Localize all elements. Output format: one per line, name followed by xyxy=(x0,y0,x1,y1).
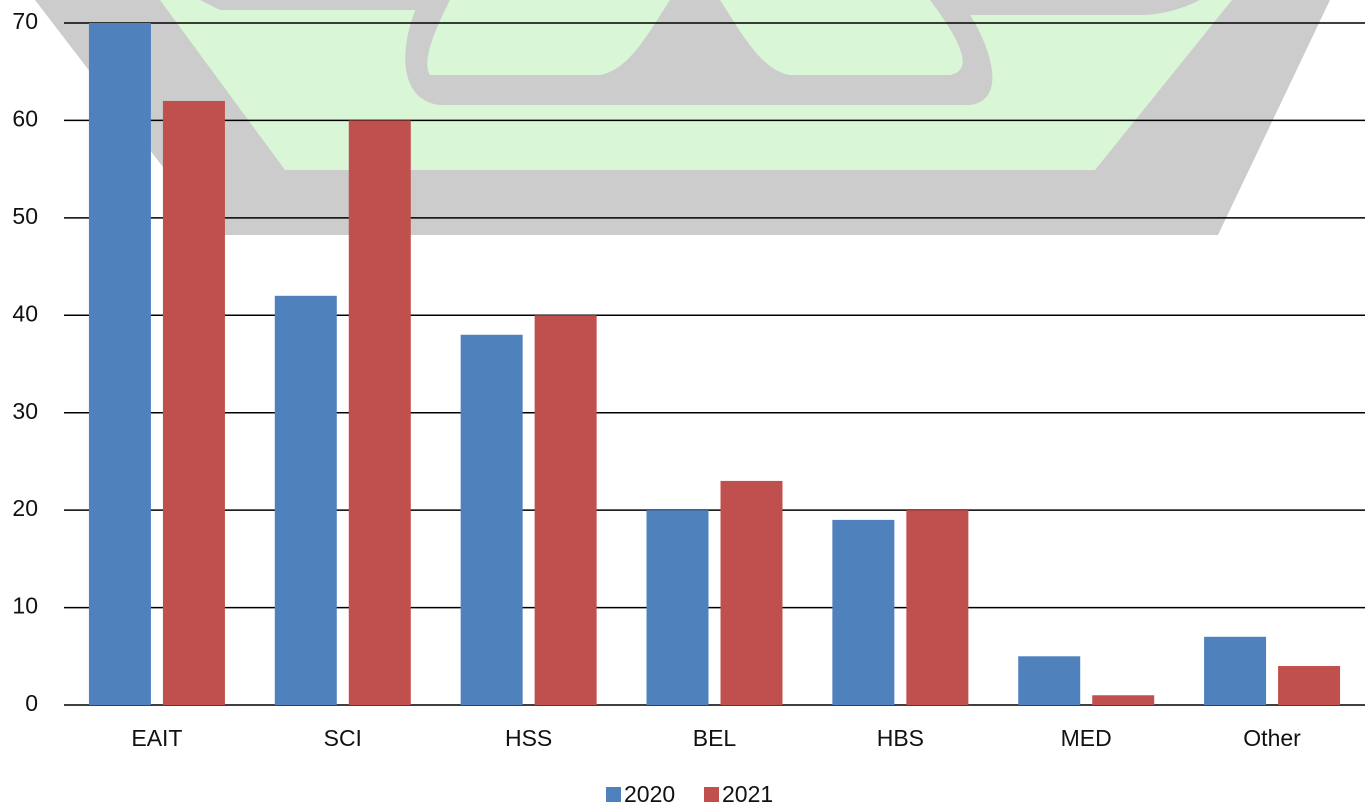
watermark xyxy=(35,0,1330,235)
x-tick-label: HSS xyxy=(505,725,552,751)
x-tick-label: Other xyxy=(1243,725,1301,751)
x-tick-label: EAIT xyxy=(131,725,182,751)
y-tick-label: 0 xyxy=(25,690,38,716)
bar xyxy=(906,510,969,705)
bar xyxy=(460,334,523,705)
bar xyxy=(1018,656,1081,705)
legend-label: 2021 xyxy=(722,781,773,807)
y-tick-label: 70 xyxy=(12,8,38,34)
legend-swatch xyxy=(704,787,719,802)
bar xyxy=(1278,666,1341,705)
bar xyxy=(1204,636,1267,705)
y-tick-label: 10 xyxy=(12,593,38,619)
x-tick-label: SCI xyxy=(324,725,362,751)
watermark-shape xyxy=(200,0,430,10)
legend-swatch xyxy=(606,787,621,802)
y-tick-label: 50 xyxy=(12,203,38,229)
bar xyxy=(534,315,597,705)
y-tick-label: 60 xyxy=(12,106,38,132)
y-tick-label: 30 xyxy=(12,398,38,424)
bar xyxy=(646,510,709,705)
bar xyxy=(348,120,411,705)
bar xyxy=(1092,695,1155,705)
x-tick-label: MED xyxy=(1061,725,1112,751)
bar xyxy=(832,519,895,705)
bar xyxy=(720,480,783,705)
watermark-shape xyxy=(405,0,993,105)
bar xyxy=(88,23,151,705)
x-tick-label: HBS xyxy=(877,725,924,751)
x-tick-label: BEL xyxy=(693,725,737,751)
watermark-shape xyxy=(950,0,1200,15)
y-tick-label: 40 xyxy=(12,300,38,326)
bar xyxy=(162,100,225,705)
bar xyxy=(274,295,337,705)
legend-label: 2020 xyxy=(624,781,675,807)
y-tick-label: 20 xyxy=(12,495,38,521)
